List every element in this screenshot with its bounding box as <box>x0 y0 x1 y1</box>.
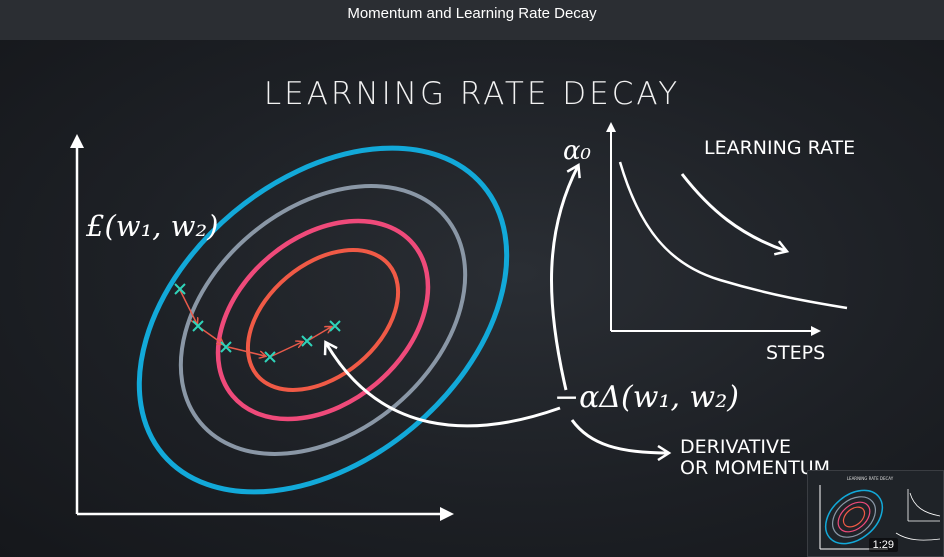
descent-path <box>179 289 331 356</box>
step-marker-icon <box>329 320 341 332</box>
update-term-label: −αΔ(w₁, w₂) <box>554 380 739 415</box>
slide-title: LEARNING RATE DECAY <box>263 76 681 112</box>
contour-third <box>215 218 431 422</box>
step-marker-icon <box>192 320 204 332</box>
step-marker-icon <box>264 351 276 363</box>
derivative-label-line1: DERIVATIVE <box>680 436 791 458</box>
window-title-bar: Momentum and Learning Rate Decay <box>0 0 944 40</box>
loss-x-axis-arrow-icon <box>440 507 454 521</box>
contour-second <box>178 184 468 456</box>
alpha0-label: α₀ <box>563 136 592 166</box>
loss-y-axis-arrow-icon <box>70 134 84 148</box>
step-marker-icon <box>220 341 232 353</box>
step-marker-icon <box>174 283 186 295</box>
update-to-path-arrow <box>326 343 561 428</box>
contour-outer <box>136 145 510 495</box>
lr-trend-arrow <box>680 173 786 251</box>
step-marker-icon <box>301 335 313 347</box>
loss-function-label: £(w₁, w₂) <box>85 209 218 243</box>
lr-x-axis-arrow-icon <box>811 326 821 336</box>
steps-label: STEPS <box>766 342 825 364</box>
lr-y-axis-arrow-icon <box>606 122 616 132</box>
thumbnail-heading: LEARNING RATE DECAY <box>847 476 894 481</box>
learning-rate-label: LEARNING RATE <box>704 137 855 159</box>
window-title: Momentum and Learning Rate Decay <box>347 5 597 22</box>
thumbnail-timestamp: 1:29 <box>868 538 898 552</box>
derivative-label-line2: OR MOMENTUM <box>680 457 830 479</box>
video-slide[interactable]: LEARNING RATE DECAY <box>0 40 944 557</box>
video-preview-thumbnail[interactable]: LEARNING RATE DECAY 1:29 <box>807 470 944 557</box>
slide-diagram: £(w₁, w₂) α₀ LEARNING RATE STEPS −αΔ(w₁,… <box>70 122 855 521</box>
update-to-derivative-arrow <box>570 419 668 453</box>
contour-inner <box>245 248 401 392</box>
lr-decay-curve <box>618 161 848 310</box>
update-to-alpha-arrow <box>550 166 578 391</box>
step-markers <box>174 283 341 363</box>
